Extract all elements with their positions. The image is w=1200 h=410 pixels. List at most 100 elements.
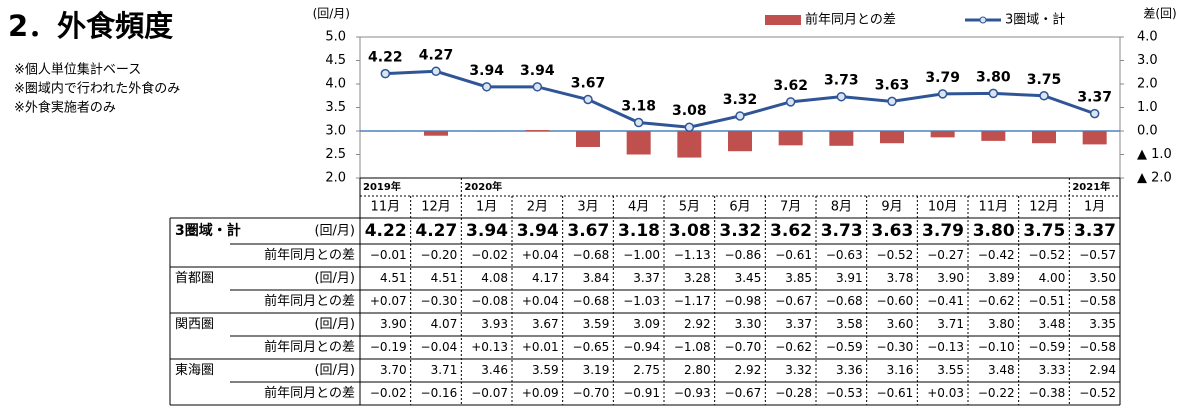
table-cell: 4.07 [431, 317, 458, 331]
table-cell: −0.70 [725, 340, 762, 354]
bar [728, 131, 752, 152]
table-cell: 4.51 [431, 271, 458, 285]
bar [525, 130, 550, 131]
page-title: 2．外食頻度 [8, 9, 173, 43]
table-cell: 3.79 [922, 221, 964, 241]
table-cell: −0.58 [1079, 340, 1116, 354]
row-unit: (回/月) [314, 363, 355, 378]
row-label: 前年同月との差 [264, 385, 355, 401]
table-cell: 3.48 [1039, 317, 1066, 331]
table-cell: 4.08 [481, 271, 508, 285]
x-tick-label: 3月 [577, 200, 598, 215]
table-cell: 3.62 [770, 221, 812, 241]
table-cell: 2.75 [633, 363, 660, 377]
table-cell: −0.60 [877, 294, 914, 308]
row-label: 3圏域・計 [175, 222, 241, 239]
table-cell: −0.53 [826, 386, 863, 400]
table-cell: −0.38 [1029, 386, 1066, 400]
x-tick-label: 5月 [679, 200, 700, 215]
y2-axis-label: 差(回) [1143, 7, 1176, 21]
x-tick-label: 10月 [928, 200, 958, 215]
data-label: 3.75 [1027, 72, 1062, 88]
table-cell: 4.51 [380, 271, 407, 285]
x-tick-label: 11月 [979, 200, 1009, 215]
y2-tick-label: 0.0 [1137, 124, 1158, 139]
bar [880, 131, 904, 144]
table-cell: −0.02 [370, 386, 407, 400]
bar [373, 131, 398, 132]
table-cell: 2.92 [684, 317, 711, 331]
table-cell: −0.22 [978, 386, 1015, 400]
table-cell: 3.85 [785, 271, 812, 285]
table-cell: 3.18 [618, 221, 660, 241]
data-label: 3.94 [469, 63, 504, 79]
table-cell: +0.09 [522, 386, 559, 400]
table-cell: −0.52 [1029, 248, 1066, 262]
x-tick-label: 8月 [831, 200, 852, 215]
bar [677, 131, 702, 158]
line-point [1089, 108, 1100, 119]
y-axis-label: (回/月) [313, 7, 350, 21]
table-cell: 3.32 [719, 221, 761, 241]
data-label: 3.37 [1077, 90, 1112, 106]
table-cell: 4.17 [532, 271, 559, 285]
table-cell: 3.37 [633, 271, 660, 285]
table-cell: +0.04 [522, 248, 559, 262]
table-cell: 3.80 [988, 317, 1015, 331]
data-label: 3.67 [571, 76, 606, 92]
row-label: 関西圏 [175, 317, 214, 332]
table-cell: −0.30 [877, 340, 914, 354]
table-cell: 3.55 [937, 363, 964, 377]
x-tick-label: 1月 [1084, 200, 1105, 215]
table-cell: 3.93 [481, 317, 508, 331]
table-cell: 4.27 [415, 221, 457, 241]
table-cell: −1.03 [623, 294, 660, 308]
table-cell: −0.62 [978, 294, 1015, 308]
table-cell: 3.37 [1074, 221, 1116, 241]
table-cell: 2.94 [1089, 363, 1116, 377]
note: ※外食実施者のみ [14, 100, 116, 116]
table-cell: 3.58 [836, 317, 863, 331]
table-cell: 4.00 [1039, 271, 1066, 285]
table-cell: 3.46 [481, 363, 508, 377]
table-cell: 3.91 [836, 271, 863, 285]
table-cell: −0.10 [978, 340, 1015, 354]
row-label: 前年同月との差 [264, 247, 355, 263]
table-cell: −0.27 [927, 248, 964, 262]
table-cell: −0.16 [421, 386, 458, 400]
table-cell: 3.59 [583, 317, 610, 331]
y2-tick-label: 3.0 [1137, 53, 1158, 68]
table-cell: −0.70 [573, 386, 610, 400]
line-point [684, 122, 695, 132]
bar [1032, 131, 1056, 144]
table-cell: 3.71 [431, 363, 458, 377]
table-cell: +0.04 [522, 294, 559, 308]
table-cell: −0.58 [1079, 294, 1116, 308]
x-tick-label: 9月 [881, 200, 902, 215]
row-unit: (回/月) [314, 271, 355, 286]
table-cell: −0.57 [1079, 248, 1116, 262]
row-unit: (回/月) [314, 224, 355, 239]
row-label: 東海圏 [175, 362, 214, 378]
table-cell: −0.67 [725, 386, 762, 400]
x-tick-label: 12月 [421, 200, 451, 215]
table-cell: −0.59 [1029, 340, 1066, 354]
y2-tick-label: 1.0 [1137, 100, 1158, 115]
line-point [431, 66, 441, 77]
x-year-label: 2019年 [363, 180, 401, 193]
line-point [633, 117, 644, 128]
table-cell: +0.03 [927, 386, 964, 400]
table-cell: 3.16 [887, 363, 914, 377]
y2-tick-label: 4.0 [1137, 30, 1158, 45]
table-cell: 3.37 [785, 317, 812, 331]
table-cell: −0.51 [1029, 294, 1066, 308]
table-cell: 3.33 [1039, 363, 1066, 377]
table-cell: 3.73 [821, 221, 863, 241]
line-point [380, 68, 391, 79]
table-cell: −0.13 [927, 340, 964, 354]
note: ※圏域内で行われた外食のみ [14, 81, 180, 97]
table-cell: 3.28 [684, 271, 711, 285]
table-cell: 3.78 [887, 271, 914, 285]
row-label: 前年同月との差 [264, 293, 355, 309]
table-cell: −1.13 [674, 248, 711, 262]
